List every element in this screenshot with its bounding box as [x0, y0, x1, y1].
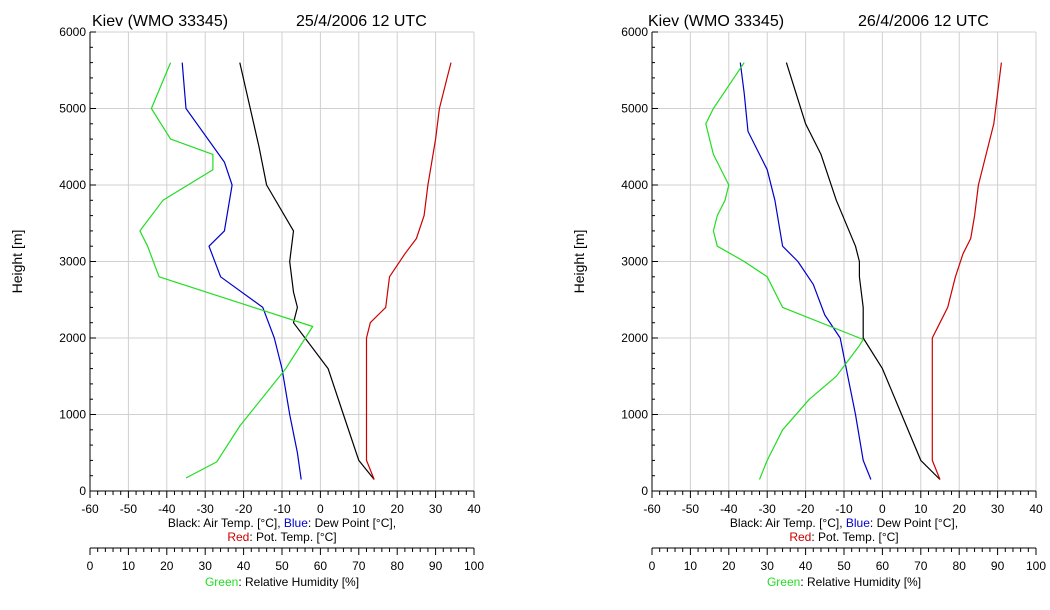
- series-line-rel-humidity: [139, 62, 314, 479]
- x-rh-tick-label: 100: [464, 559, 484, 573]
- x-rh-tick-label: 30: [761, 559, 775, 573]
- x-rh-tick-label: 20: [722, 559, 736, 573]
- y-tick-label: 1000: [59, 408, 86, 422]
- x-rh-tick-label: 10: [684, 559, 698, 573]
- caption-green-rest: : Relative Humidity [%]: [238, 575, 359, 589]
- y-tick-label: 1000: [621, 408, 648, 422]
- caption-green-word: Green: [767, 575, 800, 589]
- x-rh-tick-label: 60: [314, 559, 328, 573]
- x-rh-tick-label: 80: [391, 559, 405, 573]
- y-tick-label: 6000: [621, 25, 648, 39]
- x-temp-tick-label: -50: [682, 502, 700, 516]
- x-temp-tick-label: -40: [720, 502, 738, 516]
- x-temp-tick-label: -60: [643, 502, 661, 516]
- x-temp-caption-line1: Black: Air Temp. [°C], Blue: Dew Point […: [168, 516, 396, 530]
- x-temp-tick-label: 20: [391, 502, 405, 516]
- chart-title-date: 26/4/2006 12 UTC: [858, 13, 989, 30]
- x-rh-tick-label: 70: [914, 559, 928, 573]
- caption-black-word: Black: [730, 516, 760, 530]
- y-tick-label: 3000: [621, 255, 648, 269]
- x-rh-tick-label: 40: [799, 559, 813, 573]
- x-rh-tick-label: 20: [160, 559, 174, 573]
- y-tick-label: 4000: [621, 178, 648, 192]
- x-temp-tick-label: -30: [759, 502, 777, 516]
- y-tick-label: 5000: [621, 102, 648, 116]
- x-temp-tick-label: 0: [317, 502, 324, 516]
- y-axis-label: Height [m]: [9, 230, 25, 294]
- x-temp-tick-label: -20: [797, 502, 815, 516]
- x-rh-tick-label: 50: [837, 559, 851, 573]
- x-temp-tick-label: 0: [879, 502, 886, 516]
- x-rh-tick-label: 90: [429, 559, 443, 573]
- series-line-dew-point: [739, 62, 872, 480]
- caption-black-word: Black: [168, 516, 198, 530]
- series-line-dew-point: [181, 62, 302, 480]
- y-tick-label: 0: [641, 484, 648, 498]
- x-temp-tick-label: 40: [467, 502, 481, 516]
- x-temp-tick-label: 20: [953, 502, 967, 516]
- caption-black-rest: : Air Temp. [°C],: [759, 516, 846, 530]
- x-rh-tick-label: 40: [237, 559, 251, 573]
- y-tick-label: 6000: [59, 25, 86, 39]
- x-rh-tick-label: 80: [953, 559, 967, 573]
- y-tick-label: 3000: [59, 255, 86, 269]
- x-temp-tick-label: 10: [914, 502, 928, 516]
- caption-blue-word: Blue: [284, 516, 308, 530]
- caption-black-rest: : Air Temp. [°C],: [197, 516, 284, 530]
- caption-blue-rest: : Dew Point [°C],: [870, 516, 958, 530]
- chart-title-station: Kiev (WMO 33345): [92, 13, 228, 30]
- x-temp-tick-label: 10: [352, 502, 366, 516]
- x-temp-tick-label: -60: [81, 502, 99, 516]
- x-rh-caption: Green: Relative Humidity [%]: [767, 575, 921, 589]
- x-temp-tick-label: 40: [1029, 502, 1043, 516]
- y-tick-label: 5000: [59, 102, 86, 116]
- x-temp-caption-line2: Red: Pot. Temp. [°C]: [227, 530, 336, 544]
- y-tick-label: 0: [79, 484, 86, 498]
- x-rh-tick-label: 0: [649, 559, 656, 573]
- x-temp-caption-line1: Black: Air Temp. [°C], Blue: Dew Point […: [730, 516, 958, 530]
- caption-red-rest: : Pot. Temp. [°C]: [249, 530, 336, 544]
- x-rh-tick-label: 10: [122, 559, 136, 573]
- x-temp-tick-label: -40: [158, 502, 176, 516]
- caption-red-word: Red: [227, 530, 249, 544]
- x-rh-tick-label: 0: [87, 559, 94, 573]
- caption-green-word: Green: [205, 575, 238, 589]
- chart-title-date: 25/4/2006 12 UTC: [296, 13, 427, 30]
- x-temp-tick-label: -10: [273, 502, 291, 516]
- series-line-pot-temp: [931, 62, 1002, 480]
- series-line-air-temp: [785, 62, 941, 480]
- y-tick-label: 4000: [59, 178, 86, 192]
- y-tick-label: 2000: [621, 331, 648, 345]
- x-rh-tick-label: 30: [199, 559, 213, 573]
- x-rh-tick-label: 100: [1026, 559, 1046, 573]
- x-rh-caption: Green: Relative Humidity [%]: [205, 575, 359, 589]
- x-temp-tick-label: -30: [197, 502, 215, 516]
- series-line-pot-temp: [365, 62, 452, 480]
- x-temp-tick-label: -20: [235, 502, 253, 516]
- x-temp-caption-line2: Red: Pot. Temp. [°C]: [789, 530, 898, 544]
- x-temp-tick-label: -50: [120, 502, 138, 516]
- x-rh-tick-label: 70: [352, 559, 366, 573]
- series-line-rel-humidity: [705, 62, 864, 480]
- y-axis-label: Height [m]: [571, 230, 587, 294]
- x-rh-tick-label: 50: [275, 559, 289, 573]
- x-temp-tick-label: 30: [991, 502, 1005, 516]
- caption-blue-rest: : Dew Point [°C],: [308, 516, 396, 530]
- series-line-air-temp: [239, 62, 375, 480]
- caption-green-rest: : Relative Humidity [%]: [800, 575, 921, 589]
- x-temp-tick-label: -10: [835, 502, 853, 516]
- caption-blue-word: Blue: [846, 516, 870, 530]
- chart-title-station: Kiev (WMO 33345): [648, 13, 784, 30]
- x-rh-tick-label: 60: [876, 559, 890, 573]
- caption-red-rest: : Pot. Temp. [°C]: [811, 530, 898, 544]
- caption-red-word: Red: [789, 530, 811, 544]
- x-rh-tick-label: 90: [991, 559, 1005, 573]
- y-tick-label: 2000: [59, 331, 86, 345]
- x-temp-tick-label: 30: [429, 502, 443, 516]
